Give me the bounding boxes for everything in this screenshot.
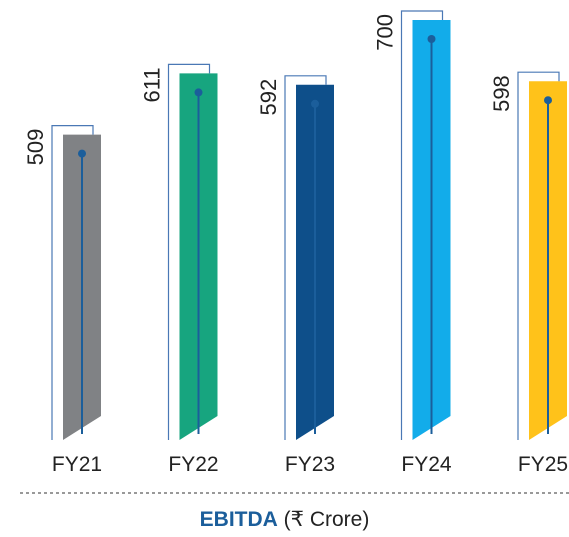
data-label-fy25: 598 xyxy=(489,75,514,112)
data-label-fy22: 611 xyxy=(140,67,165,102)
bar-bracket-fy21 xyxy=(51,125,94,440)
bars-group: 509 FY21 611 FY22 592 FY23 700 FY24 598 FY25 xyxy=(23,10,568,476)
chart-unit: (₹ Crore) xyxy=(283,508,370,531)
chart-caption: EBITDA (₹ Crore) xyxy=(0,507,569,532)
bar-dot-fy24 xyxy=(427,35,436,43)
bar-bracket-fy23 xyxy=(284,75,327,440)
category-label-fy24: FY24 xyxy=(401,453,452,476)
chart-title: EBITDA xyxy=(199,508,278,531)
bar-dot-fy25 xyxy=(544,96,552,105)
bar-bracket-fy22 xyxy=(167,63,211,440)
data-label-fy21: 509 xyxy=(23,129,48,166)
category-label-fy22: FY22 xyxy=(168,453,218,476)
data-label-fy24: 700 xyxy=(373,14,398,51)
bar-dot-fy21 xyxy=(78,149,86,158)
category-label-fy23: FY23 xyxy=(285,453,335,476)
bar-bracket-fy25 xyxy=(517,71,560,440)
bar-bracket-fy24 xyxy=(400,10,444,440)
data-label-fy23: 592 xyxy=(256,79,281,116)
category-label-fy25: FY25 xyxy=(518,453,568,476)
bar-dot-fy22 xyxy=(194,88,203,97)
bar-dot-fy23 xyxy=(311,99,319,108)
category-label-fy21: FY21 xyxy=(52,453,102,476)
